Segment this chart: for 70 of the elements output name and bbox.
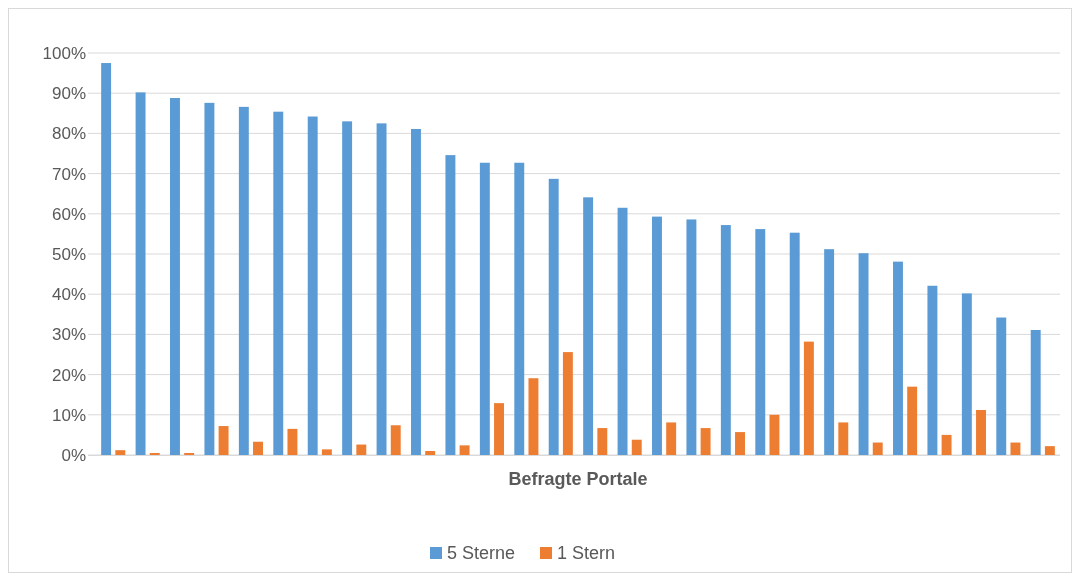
bar xyxy=(548,178,559,455)
bar xyxy=(755,229,766,455)
bar xyxy=(961,293,972,455)
bar xyxy=(425,450,436,455)
bar xyxy=(562,352,573,455)
bar xyxy=(976,409,986,455)
bar xyxy=(287,428,298,455)
bar xyxy=(769,414,780,455)
bar xyxy=(238,106,249,455)
bar xyxy=(893,261,903,455)
bar xyxy=(149,452,160,455)
bar xyxy=(321,449,332,455)
bar xyxy=(218,426,229,455)
bar xyxy=(652,216,662,455)
y-tick-label: 20% xyxy=(51,365,86,385)
bar xyxy=(666,422,677,455)
bar xyxy=(445,155,456,455)
bar xyxy=(1030,329,1041,455)
bar xyxy=(617,207,628,455)
bar xyxy=(307,116,318,455)
bar xyxy=(686,219,697,455)
bar xyxy=(494,403,504,455)
bar xyxy=(583,197,594,455)
bar xyxy=(872,442,883,455)
bar xyxy=(631,439,642,455)
x-axis-title: Befragte Portale xyxy=(508,469,648,489)
bar xyxy=(479,162,490,455)
bar xyxy=(789,232,800,455)
bar xyxy=(528,378,539,455)
y-tick-label: 90% xyxy=(51,84,86,104)
bar xyxy=(858,253,869,455)
bar xyxy=(700,428,711,455)
bar xyxy=(803,341,814,455)
bar xyxy=(1010,442,1021,455)
y-tick-label: 80% xyxy=(51,124,86,144)
y-tick-label: 40% xyxy=(51,285,86,305)
bar xyxy=(115,450,126,455)
bar xyxy=(996,317,1007,455)
y-tick-label: 0% xyxy=(61,445,86,465)
bar xyxy=(907,386,918,455)
bar xyxy=(838,422,849,455)
bar xyxy=(597,428,608,455)
y-tick-label: 50% xyxy=(51,244,86,264)
bar xyxy=(253,441,263,455)
y-tick-label: 60% xyxy=(51,204,86,224)
bar xyxy=(204,102,215,455)
bar xyxy=(273,111,284,455)
y-tick-label: 30% xyxy=(51,325,86,345)
bar xyxy=(376,123,387,455)
legend-label: 1 Stern xyxy=(557,543,616,564)
bar xyxy=(411,128,421,455)
bar xyxy=(184,452,195,455)
y-tick-label: 10% xyxy=(51,405,86,425)
bar xyxy=(356,444,367,455)
bar xyxy=(735,432,745,455)
bar xyxy=(824,249,835,455)
y-tick-label: 70% xyxy=(51,164,86,184)
bar xyxy=(390,425,401,455)
bar xyxy=(941,434,952,455)
bar xyxy=(720,225,731,455)
y-tick-label: 100% xyxy=(42,43,86,63)
bar xyxy=(342,121,353,455)
legend-label: 5 Sterne xyxy=(447,543,516,564)
bar xyxy=(101,63,112,455)
bar xyxy=(514,162,525,455)
bar xyxy=(1044,446,1055,455)
bar xyxy=(459,445,470,455)
bar xyxy=(170,98,180,455)
bar xyxy=(927,285,938,455)
bar xyxy=(135,92,146,455)
